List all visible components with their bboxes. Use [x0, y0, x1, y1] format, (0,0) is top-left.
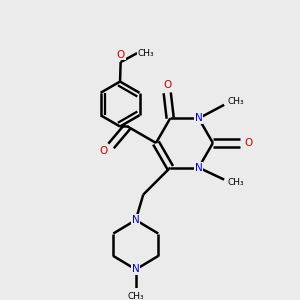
Text: O: O	[245, 138, 253, 148]
Text: O: O	[116, 50, 125, 60]
Text: CH₃: CH₃	[138, 49, 154, 58]
Text: O: O	[99, 146, 108, 156]
Text: O: O	[163, 80, 171, 90]
Text: N: N	[195, 113, 203, 123]
Text: CH₃: CH₃	[227, 178, 244, 187]
Text: CH₃: CH₃	[128, 292, 144, 300]
Text: N: N	[132, 265, 140, 275]
Text: N: N	[132, 215, 140, 225]
Text: CH₃: CH₃	[227, 98, 244, 106]
Text: N: N	[195, 163, 203, 172]
